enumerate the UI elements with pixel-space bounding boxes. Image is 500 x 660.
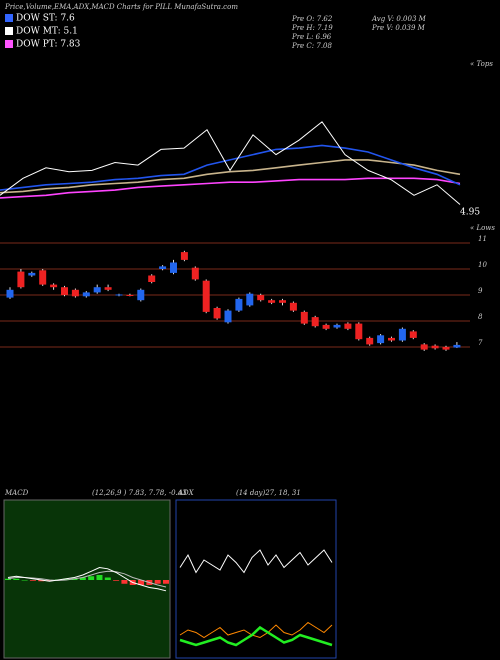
info-text: Pre V: 0.039 M xyxy=(371,24,426,32)
histogram-bar xyxy=(38,580,45,582)
histogram-bar xyxy=(63,578,70,580)
histogram-bar xyxy=(121,580,128,584)
candle-body xyxy=(279,300,286,303)
candle-body xyxy=(420,344,428,350)
candle-body xyxy=(61,287,68,295)
candle-body xyxy=(180,252,188,260)
candle-body xyxy=(300,311,308,324)
line xyxy=(0,177,461,199)
candle-body xyxy=(409,331,417,338)
candle-body xyxy=(148,275,156,282)
candle-body xyxy=(388,337,395,341)
candle-body xyxy=(126,295,134,296)
candle-body xyxy=(366,337,374,345)
line xyxy=(0,144,461,191)
line xyxy=(179,621,333,639)
info-text: Pre L: 6.96 xyxy=(291,33,332,41)
legend-swatch xyxy=(5,14,13,22)
macd-params: (12,26,9 ) 7.83, 7.78, -0.43 xyxy=(92,489,187,497)
line xyxy=(0,159,461,194)
candle-body xyxy=(224,310,232,323)
candle-body xyxy=(453,344,461,348)
histogram-bar xyxy=(88,576,95,580)
tops-label: « Tops xyxy=(470,60,493,68)
info-text: Pre C: 7.08 xyxy=(291,42,332,50)
candle-body xyxy=(191,267,199,280)
candle-body xyxy=(28,272,36,276)
candle-body xyxy=(311,317,319,327)
candle-body xyxy=(93,287,101,293)
legend-label: DOW ST: 7.6 xyxy=(16,14,75,24)
info-text: Avg V: 0.003 M xyxy=(371,15,427,23)
candle-body xyxy=(442,347,450,350)
y-tick-label: 8 xyxy=(478,313,483,321)
candle-body xyxy=(377,335,385,344)
lows-label: « Lows xyxy=(470,224,495,232)
candle-body xyxy=(289,302,297,311)
candle-body xyxy=(50,284,58,288)
y-tick-label: 7 xyxy=(478,339,483,347)
candle-body xyxy=(115,294,123,296)
histogram-bar xyxy=(138,580,145,585)
y-tick-label: 9 xyxy=(478,287,483,295)
candle-body xyxy=(355,323,363,340)
line xyxy=(179,625,333,647)
candle-body xyxy=(268,300,276,303)
candle-body xyxy=(235,298,243,311)
y-tick-label: 10 xyxy=(478,261,487,269)
legend-swatch xyxy=(5,27,13,35)
candle-body xyxy=(159,266,167,269)
candle-body xyxy=(202,280,210,312)
line xyxy=(179,549,333,574)
candle-body xyxy=(246,293,254,306)
histogram-bar xyxy=(71,578,78,580)
histogram-bar xyxy=(154,580,161,584)
histogram-bar xyxy=(5,578,11,580)
candle-body xyxy=(71,289,79,297)
histogram-bar xyxy=(21,580,28,581)
info-text: Pre H: 7.19 xyxy=(291,24,333,32)
candle-body xyxy=(170,262,177,273)
candle-body xyxy=(213,308,221,319)
histogram-bar xyxy=(96,575,103,580)
line xyxy=(7,566,167,592)
histogram-bar xyxy=(104,577,111,580)
macd-panel xyxy=(3,499,171,659)
candle-body xyxy=(104,287,112,290)
candle-body xyxy=(82,292,90,297)
adx-params: (14 day)27, 18, 31 xyxy=(236,489,301,497)
legend-swatch xyxy=(5,40,13,48)
macd-label: MACD xyxy=(4,489,29,497)
candle-body xyxy=(344,323,352,329)
candle-body xyxy=(322,324,330,329)
candle-body xyxy=(137,289,145,301)
candle-body xyxy=(398,328,406,341)
chart-title: Price,Volume,EMA,ADX,MACD Charts for PIL… xyxy=(4,3,238,11)
line xyxy=(0,121,461,205)
histogram-bar xyxy=(13,578,20,580)
adx-panel xyxy=(175,499,337,659)
price-label: 4.95 xyxy=(460,208,480,218)
legend-label: DOW PT: 7.83 xyxy=(16,40,81,50)
histogram-bar xyxy=(163,580,169,584)
candle-body xyxy=(6,289,14,298)
info-text: Pre O: 7.62 xyxy=(291,15,333,23)
histogram-bar xyxy=(29,580,36,581)
adx-label: ADX xyxy=(177,489,195,497)
line xyxy=(7,570,167,588)
histogram-bar xyxy=(79,577,86,580)
candle-body xyxy=(39,270,47,285)
y-tick-label: 11 xyxy=(478,235,487,243)
candle-body xyxy=(333,324,341,328)
legend-label: DOW MT: 5.1 xyxy=(16,27,78,37)
candle-body xyxy=(17,271,25,288)
histogram-bar xyxy=(113,580,120,581)
histogram-bar xyxy=(46,580,53,582)
candle-body xyxy=(431,345,439,349)
candle-body xyxy=(257,295,265,301)
